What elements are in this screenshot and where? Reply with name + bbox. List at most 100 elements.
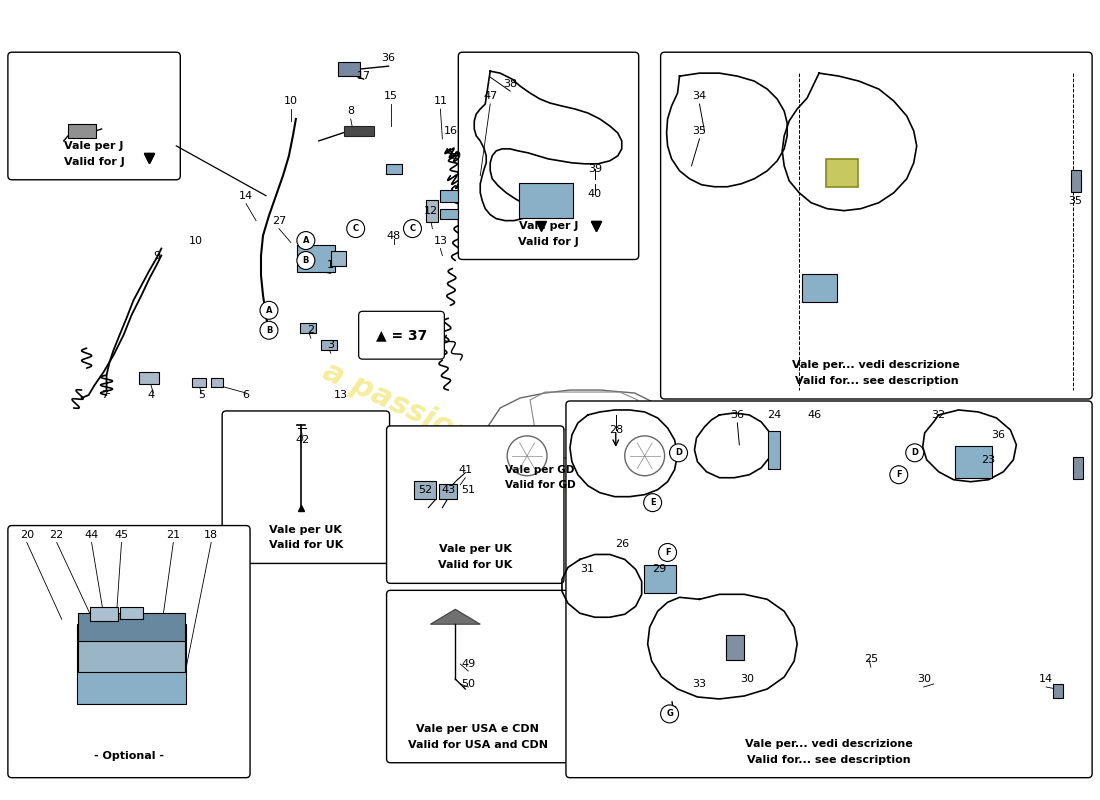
Circle shape bbox=[346, 220, 364, 238]
Text: Vale per UK: Vale per UK bbox=[270, 525, 342, 534]
Text: 24: 24 bbox=[767, 410, 781, 420]
Text: D: D bbox=[911, 448, 918, 458]
Bar bbox=[321, 340, 337, 350]
Text: 49: 49 bbox=[461, 659, 475, 669]
FancyBboxPatch shape bbox=[565, 401, 1092, 778]
Polygon shape bbox=[430, 610, 481, 624]
Text: 2: 2 bbox=[307, 326, 315, 335]
Circle shape bbox=[659, 543, 676, 562]
Text: Valid for UK: Valid for UK bbox=[438, 561, 513, 570]
Text: Valid for... see description: Valid for... see description bbox=[794, 376, 958, 386]
Bar bbox=[140, 372, 159, 384]
Bar bbox=[1053, 683, 1064, 698]
Text: 29: 29 bbox=[652, 565, 667, 574]
Bar bbox=[78, 637, 185, 671]
Text: 32: 32 bbox=[932, 410, 946, 420]
Bar bbox=[440, 190, 459, 202]
Bar bbox=[955, 446, 992, 478]
Text: 31: 31 bbox=[580, 565, 594, 574]
FancyBboxPatch shape bbox=[359, 311, 444, 359]
FancyBboxPatch shape bbox=[8, 52, 180, 180]
Bar bbox=[439, 484, 458, 499]
Text: 35: 35 bbox=[1068, 196, 1082, 206]
Bar bbox=[297, 245, 334, 273]
Text: 45: 45 bbox=[114, 530, 129, 539]
Circle shape bbox=[404, 220, 421, 238]
Bar bbox=[726, 634, 745, 659]
Text: 14: 14 bbox=[1040, 674, 1054, 684]
Text: 11: 11 bbox=[433, 96, 448, 106]
Text: 34: 34 bbox=[692, 91, 706, 101]
Circle shape bbox=[297, 231, 315, 250]
Bar bbox=[338, 62, 360, 76]
Bar bbox=[427, 200, 439, 222]
Bar bbox=[300, 323, 316, 334]
Bar bbox=[78, 614, 185, 641]
Bar bbox=[386, 164, 402, 174]
Text: Vale per... vedi descrizione: Vale per... vedi descrizione bbox=[745, 739, 913, 749]
FancyBboxPatch shape bbox=[222, 411, 389, 563]
Text: 23: 23 bbox=[981, 454, 996, 465]
Bar bbox=[802, 274, 836, 302]
Bar bbox=[211, 378, 223, 386]
Text: a passion for parts since 1985: a passion for parts since 1985 bbox=[319, 357, 802, 602]
Text: 6: 6 bbox=[243, 390, 250, 400]
FancyBboxPatch shape bbox=[386, 590, 569, 762]
Text: 36: 36 bbox=[382, 53, 396, 63]
Text: 30: 30 bbox=[916, 674, 931, 684]
Text: 13: 13 bbox=[333, 390, 348, 400]
Text: C: C bbox=[353, 224, 359, 233]
Bar bbox=[644, 566, 675, 594]
Text: 26: 26 bbox=[615, 539, 629, 550]
Text: 4: 4 bbox=[147, 390, 155, 400]
Text: 20: 20 bbox=[20, 530, 34, 539]
Text: Valid for UK: Valid for UK bbox=[268, 541, 343, 550]
Bar bbox=[68, 124, 96, 138]
FancyBboxPatch shape bbox=[386, 426, 564, 583]
Text: Valid for J: Valid for J bbox=[518, 237, 579, 246]
Text: 17: 17 bbox=[356, 71, 371, 81]
Text: 27: 27 bbox=[272, 216, 286, 226]
Text: 30: 30 bbox=[740, 674, 755, 684]
Text: 48: 48 bbox=[386, 230, 400, 241]
Text: B: B bbox=[266, 326, 272, 334]
Text: Valid for GD: Valid for GD bbox=[505, 480, 575, 490]
Text: 28: 28 bbox=[608, 425, 623, 435]
Text: 15: 15 bbox=[384, 91, 397, 101]
Circle shape bbox=[644, 494, 661, 512]
Text: 39: 39 bbox=[587, 164, 602, 174]
Text: 38: 38 bbox=[503, 79, 517, 89]
Circle shape bbox=[507, 436, 547, 476]
Circle shape bbox=[661, 705, 679, 723]
Bar bbox=[77, 624, 186, 704]
Text: 9: 9 bbox=[153, 250, 159, 261]
Text: 44: 44 bbox=[85, 530, 99, 539]
Circle shape bbox=[260, 302, 278, 319]
Text: Vale per J: Vale per J bbox=[65, 141, 124, 151]
Bar bbox=[768, 431, 780, 469]
Text: 5: 5 bbox=[198, 390, 205, 400]
Text: F: F bbox=[896, 470, 902, 479]
Text: 46: 46 bbox=[807, 410, 821, 420]
Text: 12: 12 bbox=[424, 206, 438, 216]
Bar bbox=[89, 607, 118, 622]
Text: 13: 13 bbox=[433, 235, 448, 246]
Text: A: A bbox=[266, 306, 272, 315]
Text: 22: 22 bbox=[50, 530, 64, 539]
Bar bbox=[415, 481, 437, 498]
Text: 50: 50 bbox=[461, 679, 475, 689]
Text: Vale per UK: Vale per UK bbox=[439, 545, 512, 554]
Circle shape bbox=[905, 444, 924, 462]
Text: Vale per... vedi descrizione: Vale per... vedi descrizione bbox=[792, 360, 960, 370]
Text: 36: 36 bbox=[991, 430, 1005, 440]
Text: Vale per GD: Vale per GD bbox=[505, 465, 574, 474]
Text: F: F bbox=[664, 548, 670, 557]
Text: 35: 35 bbox=[693, 126, 706, 136]
Text: 18: 18 bbox=[205, 530, 218, 539]
FancyBboxPatch shape bbox=[661, 52, 1092, 399]
Text: 10: 10 bbox=[189, 235, 204, 246]
Text: 47: 47 bbox=[483, 91, 497, 101]
Text: Valid for... see description: Valid for... see description bbox=[747, 754, 911, 765]
Circle shape bbox=[260, 322, 278, 339]
Bar bbox=[343, 126, 374, 136]
